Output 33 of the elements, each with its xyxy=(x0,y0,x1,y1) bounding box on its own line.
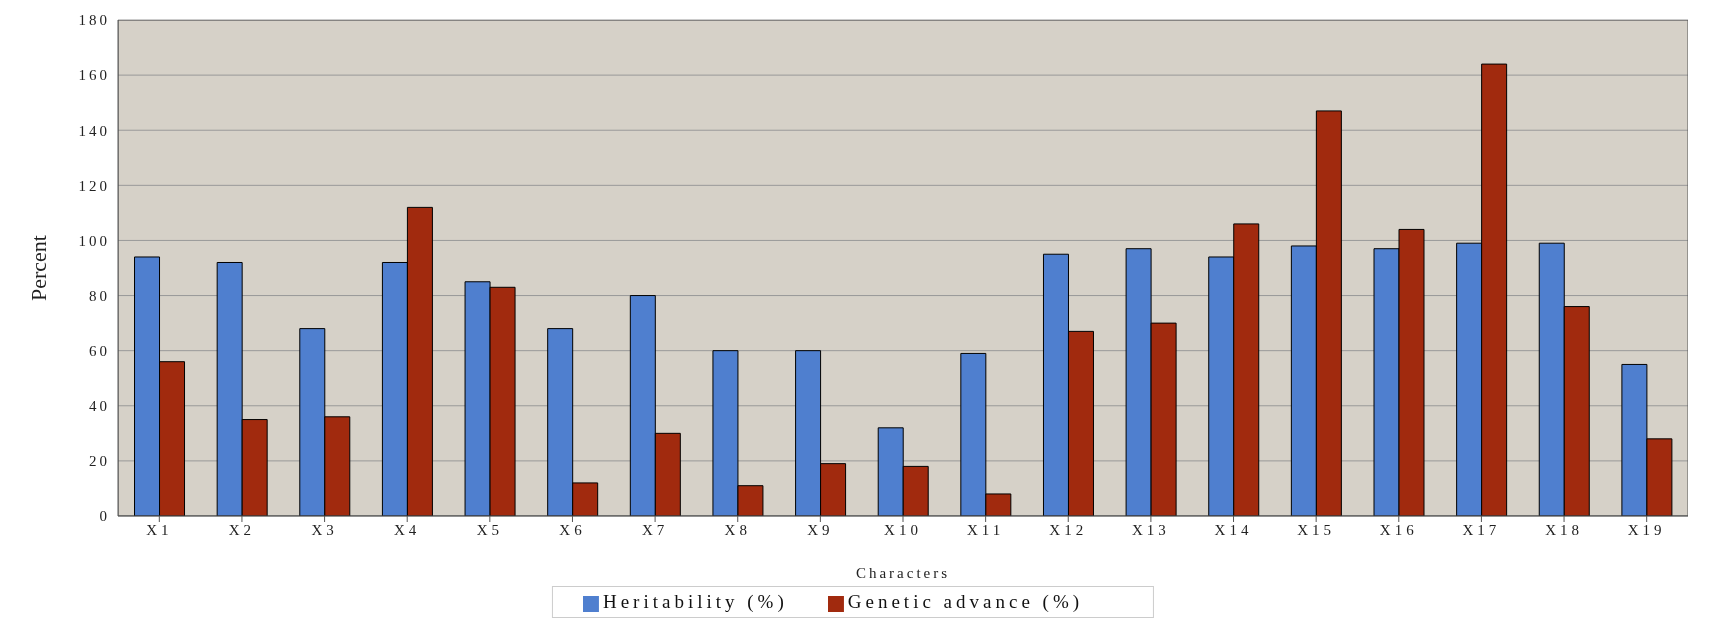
x-tick-label: X4 xyxy=(394,521,421,538)
y-tick-label: 160 xyxy=(78,67,110,84)
y-tick-label: 60 xyxy=(89,342,110,359)
y-tick-label: 20 xyxy=(89,453,110,470)
y-tick-label: 40 xyxy=(89,398,110,415)
y-axis-title: Percent xyxy=(25,235,51,301)
y-tick-label: 100 xyxy=(78,232,110,249)
x-tick-label: X10 xyxy=(884,521,922,538)
y-tick-label: 80 xyxy=(89,287,110,304)
x-tick-label: X11 xyxy=(966,521,1005,538)
x-tick-label: X17 xyxy=(1462,521,1501,538)
y-tick-label: 120 xyxy=(78,177,110,194)
x-tick-label: X1 xyxy=(146,521,173,538)
x-axis-title: Characters xyxy=(855,565,951,581)
x-tick-label: X3 xyxy=(311,521,338,538)
legend-label: Genetic advance (%) xyxy=(847,591,1084,612)
legend-label: Heritability (%) xyxy=(602,591,788,612)
x-tick-label: X18 xyxy=(1545,521,1583,538)
x-tick-label: X8 xyxy=(724,521,751,538)
x-tick-label: X6 xyxy=(559,521,586,538)
x-tick-label: X2 xyxy=(228,521,256,538)
x-tick-label: X9 xyxy=(807,521,834,538)
y-tick-label: 0 xyxy=(99,508,110,525)
y-tick-label: 180 xyxy=(78,12,110,29)
x-tick-label: X13 xyxy=(1131,521,1170,538)
x-tick-label: X15 xyxy=(1297,521,1336,538)
x-tick-label: X12 xyxy=(1049,521,1088,538)
x-tick-label: X14 xyxy=(1214,521,1253,538)
x-tick-label: X5 xyxy=(476,521,504,538)
x-tick-label: X16 xyxy=(1379,521,1418,538)
y-tick-label: 140 xyxy=(78,122,110,139)
x-tick-label: X19 xyxy=(1627,521,1666,538)
x-tick-label: X7 xyxy=(641,521,669,538)
